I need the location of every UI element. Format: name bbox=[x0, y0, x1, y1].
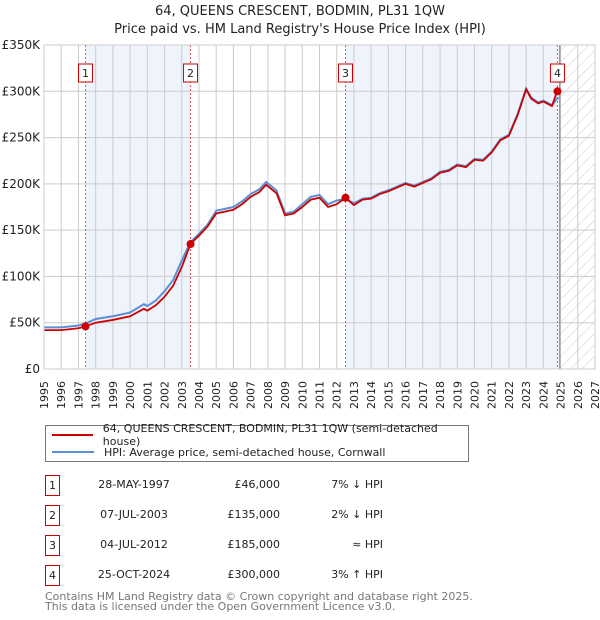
x-tick-label: 2017 bbox=[417, 381, 430, 409]
legend-item-property: 64, QUEENS CRESCENT, BODMIN, PL31 1QW (s… bbox=[52, 422, 468, 448]
transaction-hpi-relation: 3% ↑ HPI bbox=[331, 568, 383, 581]
sale-label-box bbox=[549, 63, 565, 83]
transaction-number: 2 bbox=[45, 505, 60, 526]
x-tick-label: 2018 bbox=[434, 381, 447, 409]
x-tick-label: 2009 bbox=[279, 381, 292, 409]
x-tick-label: 2007 bbox=[245, 381, 258, 409]
sale-label: 3 bbox=[342, 67, 349, 80]
x-tick-label: 2012 bbox=[331, 381, 344, 409]
x-tick-label: 2004 bbox=[193, 381, 206, 409]
transaction-number: 1 bbox=[45, 475, 60, 496]
transaction-price: £135,000 bbox=[227, 508, 281, 521]
transaction-number: 4 bbox=[45, 565, 60, 586]
chart-title: 64, QUEENS CRESCENT, BODMIN, PL31 1QW bbox=[155, 4, 445, 19]
transaction-date: 28-MAY-1997 bbox=[98, 478, 170, 491]
x-tick-label: 2023 bbox=[520, 381, 533, 409]
chart-legend: 64, QUEENS CRESCENT, BODMIN, PL31 1QW (s… bbox=[45, 422, 469, 462]
transaction-hpi-relation: 2% ↓ HPI bbox=[331, 508, 383, 521]
x-tick-label: 2011 bbox=[314, 381, 327, 409]
transaction-price: £300,000 bbox=[227, 568, 281, 581]
legend-swatch-blue bbox=[52, 451, 94, 453]
x-tick-label: 1996 bbox=[55, 381, 68, 409]
sale-point bbox=[81, 322, 90, 331]
transaction-price: £46,000 bbox=[234, 478, 281, 491]
x-tick-label: 2024 bbox=[537, 381, 550, 409]
sale-label: 1 bbox=[82, 67, 89, 80]
y-tick-label: £0 bbox=[25, 362, 40, 376]
transaction-hpi-relation: 7% ↓ HPI bbox=[331, 478, 383, 491]
sale-label-box bbox=[338, 63, 354, 83]
x-tick-label: 1995 bbox=[38, 381, 51, 409]
transaction-price: £185,000 bbox=[227, 538, 281, 551]
x-tick-label: 2013 bbox=[348, 381, 361, 409]
transaction-date: 25-OCT-2024 bbox=[97, 568, 171, 581]
transaction-date: 07-JUL-2003 bbox=[100, 508, 168, 521]
footer-licence: This data is licensed under the Open Gov… bbox=[45, 600, 396, 613]
transaction-number: 3 bbox=[45, 535, 60, 556]
transaction-date: 04-JUL-2012 bbox=[100, 538, 168, 551]
x-tick-label: 2019 bbox=[451, 381, 464, 409]
y-tick-label: £50K bbox=[9, 316, 41, 330]
transaction-row: 1 28-MAY-1997 £46,000 7% ↓ HPI bbox=[45, 475, 383, 496]
price-chart: 1995 1996 1997 1998 1999 2000 2001 2002 2003 2004… bbox=[2, 38, 600, 409]
x-tick-label: 2025 bbox=[555, 381, 568, 409]
x-tick-label: 2008 bbox=[262, 381, 275, 409]
x-tick-label: 2015 bbox=[382, 381, 395, 409]
x-tick-label: 2016 bbox=[400, 381, 413, 409]
chart-subtitle: Price paid vs. HM Land Registry's House … bbox=[114, 22, 486, 37]
y-tick-label: £250K bbox=[2, 131, 42, 145]
x-tick-label: 1999 bbox=[107, 381, 120, 409]
legend-label: 64, QUEENS CRESCENT, BODMIN, PL31 1QW (s… bbox=[102, 422, 438, 448]
y-tick-label: £100K bbox=[2, 269, 42, 283]
legend-swatch-red bbox=[52, 434, 93, 436]
sale-point bbox=[186, 240, 195, 249]
property-price-line bbox=[44, 87, 559, 332]
x-tick-label: 2027 bbox=[589, 381, 600, 409]
x-tick-label: 2022 bbox=[503, 381, 516, 409]
x-tick-label: 2002 bbox=[159, 381, 172, 409]
x-tick-label: 1998 bbox=[90, 381, 103, 409]
plot-border bbox=[43, 44, 596, 370]
sale-point bbox=[341, 193, 350, 202]
sale-label: 2 bbox=[187, 67, 194, 80]
x-tick-label: 2003 bbox=[176, 381, 189, 409]
x-tick-label: 2001 bbox=[141, 381, 154, 409]
sale-label-box bbox=[183, 63, 199, 83]
x-tick-label: 2021 bbox=[486, 381, 499, 409]
x-tick-label: 2006 bbox=[227, 381, 240, 409]
x-tick-label: 2026 bbox=[572, 381, 585, 409]
legend-item-hpi: HPI: Average price, semi-detached house,… bbox=[52, 444, 385, 460]
x-tick-label: 1997 bbox=[72, 381, 85, 409]
shaded-period bbox=[85, 45, 191, 369]
transaction-row: 4 25-OCT-2024 £300,000 3% ↑ HPI bbox=[45, 565, 383, 586]
sale-label: 4 bbox=[554, 67, 561, 80]
sale-point bbox=[553, 87, 562, 96]
sale-label-box bbox=[77, 63, 93, 83]
transaction-hpi-relation: ≈ HPI bbox=[352, 538, 383, 551]
x-tick-label: 2010 bbox=[296, 381, 309, 409]
y-tick-label: £150K bbox=[2, 223, 42, 237]
legend-label: HPI: Average price, semi-detached house,… bbox=[104, 445, 386, 459]
transaction-row: 3 04-JUL-2012 £185,000 ≈ HPI bbox=[45, 535, 383, 556]
y-tick-label: £200K bbox=[2, 177, 42, 191]
x-tick-label: 2014 bbox=[365, 381, 378, 409]
x-tick-label: 2005 bbox=[210, 381, 223, 409]
transaction-row: 2 07-JUL-2003 £135,000 2% ↓ HPI bbox=[45, 505, 383, 526]
x-tick-label: 2000 bbox=[124, 381, 137, 409]
x-tick-label: 2020 bbox=[468, 381, 481, 409]
y-tick-label: £350K bbox=[2, 38, 42, 52]
footer-copyright: Contains HM Land Registry data © Crown c… bbox=[45, 590, 473, 603]
y-tick-label: £300K bbox=[2, 84, 42, 98]
